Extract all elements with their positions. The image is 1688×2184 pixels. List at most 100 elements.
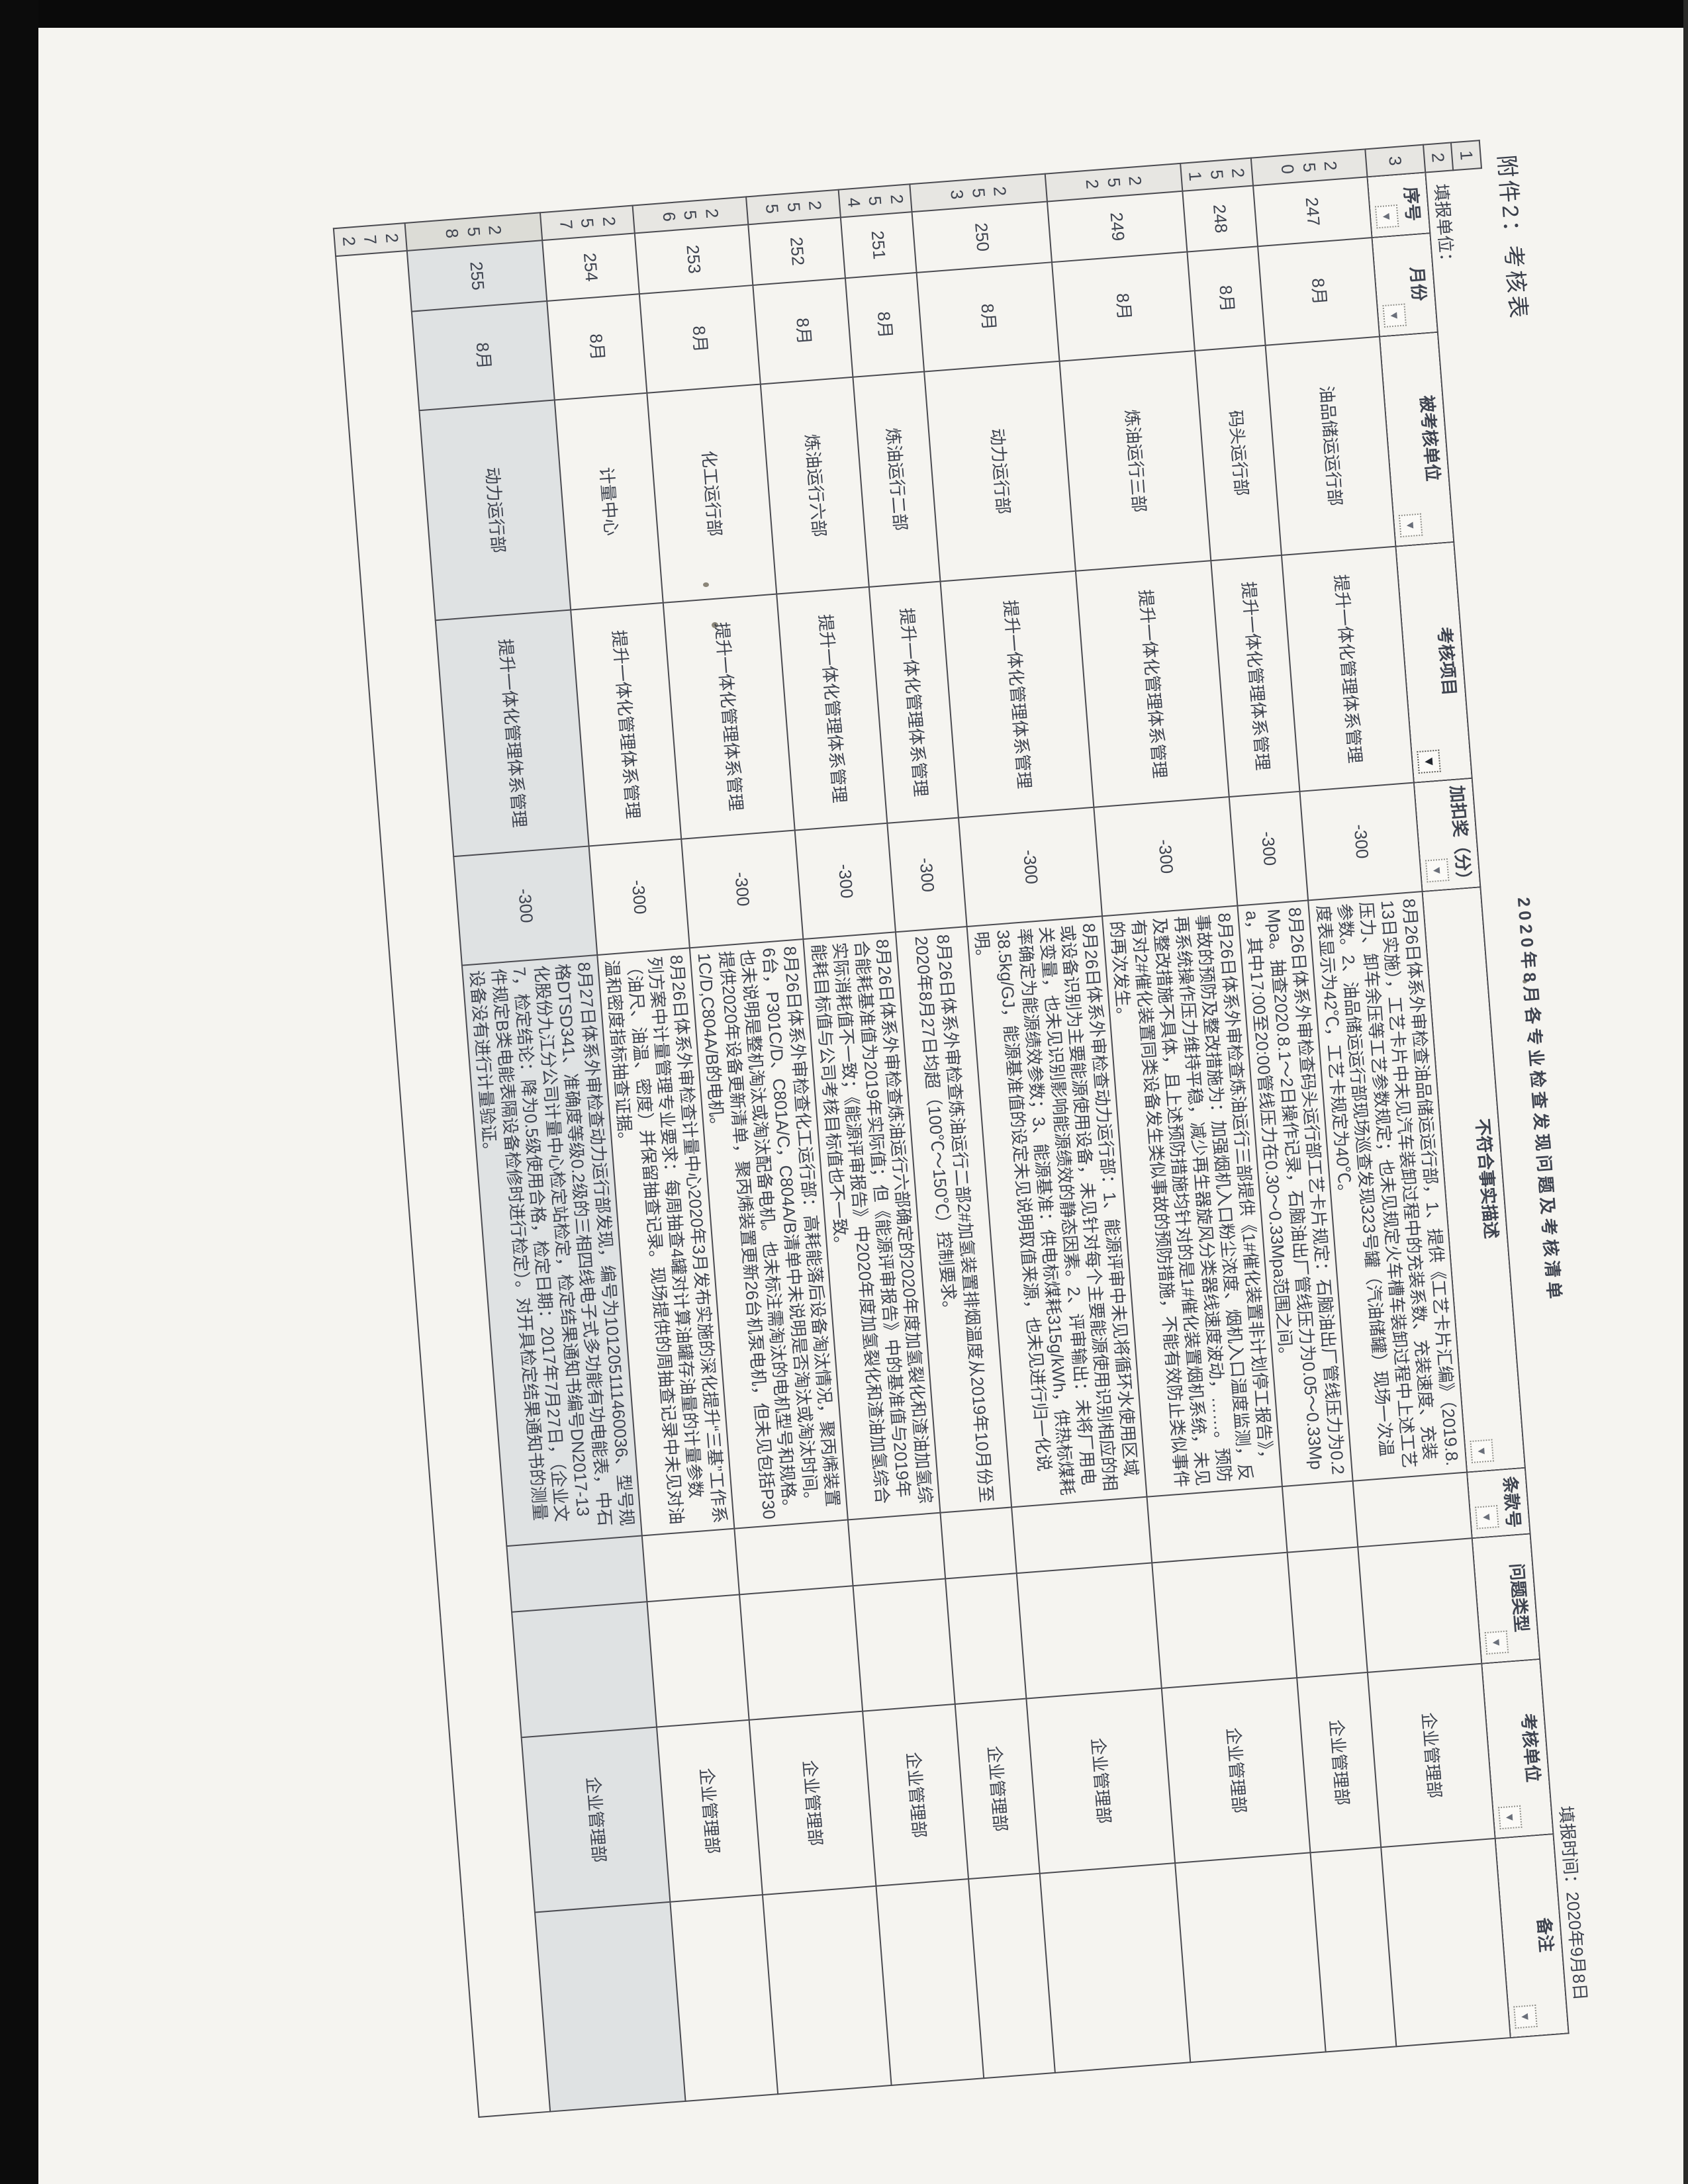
excel-row-number: 1 (1451, 140, 1481, 171)
excel-row-number: 2 (1423, 142, 1454, 173)
column-header-label: 备注 (1534, 1917, 1557, 1953)
cell-score-249: -300 (1094, 797, 1238, 917)
column-header-label: 问题类型 (1507, 1562, 1532, 1633)
cell-clause-251 (940, 1507, 1017, 1579)
column-header-score: 加扣奖（分） ▼ (1413, 778, 1481, 892)
cell-score-251: -300 (887, 817, 967, 933)
column-header-label: 序号 (1401, 186, 1424, 222)
cell-clause-252 (848, 1512, 946, 1586)
cell-month-248: 8月 (1187, 246, 1266, 351)
column-header-label: 月份 (1407, 265, 1430, 302)
cell-score-248: -300 (1229, 791, 1309, 906)
scanner-edge-top (0, 0, 1688, 28)
scan-speck (703, 582, 709, 587)
cell-assessor-254: 企业管理部 (657, 1719, 763, 1902)
column-header-label: 考核项目 (1434, 626, 1460, 697)
cell-unit-255: 动力运行部 (419, 400, 571, 621)
cell-remark-255 (534, 1901, 686, 2112)
cell-unit-254: 计量中心 (554, 392, 663, 610)
cell-problem_type-248 (1287, 1547, 1368, 1678)
column-header-problem_type: 问题类型 ▼ (1472, 1533, 1540, 1664)
column-header-serial: 序号 ▼ (1367, 172, 1430, 238)
cell-clause-248 (1282, 1480, 1358, 1553)
cell-serial-254: 254 (542, 233, 639, 301)
scanner-edge-left (0, 0, 38, 2184)
cell-remark-254 (670, 1895, 778, 2101)
cell-problem_type-252 (853, 1578, 956, 1711)
cell-assessor-250: 企业管理部 (1026, 1688, 1176, 1874)
cell-score-252: -300 (795, 823, 896, 940)
cell-clause-255 (506, 1535, 647, 1612)
filter-dropdown-icon: ▼ (1398, 513, 1423, 538)
column-header-month: 月份 ▼ (1372, 233, 1438, 337)
cell-serial-247: 247 (1253, 177, 1372, 247)
cell-problem_type-247 (1358, 1538, 1482, 1672)
column-header-label: 考核单位 (1518, 1712, 1544, 1783)
cell-assessor-247: 企业管理部 (1368, 1663, 1495, 1848)
cell-remark-253 (762, 1886, 892, 2095)
cell-assessor-248: 企业管理部 (1297, 1672, 1382, 1853)
cell-assessor-251: 企业管理部 (955, 1698, 1040, 1880)
filter-dropdown-icon: ▼ (1513, 2004, 1538, 2029)
column-header-label: 条款号 (1500, 1475, 1524, 1529)
cell-assessor-249: 企业管理部 (1161, 1678, 1311, 1864)
filter-dropdown-icon: ▼ (1417, 749, 1441, 774)
cell-clause-247 (1353, 1472, 1472, 1547)
cell-month-252: 8月 (753, 278, 853, 385)
cell-unit-250: 动力运行部 (924, 361, 1076, 582)
cell-project-250: 提升一体化管理体系管理 (940, 570, 1094, 818)
filing-unit-label: 填报单位： (1430, 183, 1458, 271)
cell-month-249: 8月 (1051, 251, 1195, 361)
cell-clause-254 (641, 1528, 740, 1602)
cell-score-250: -300 (958, 807, 1103, 927)
column-header-label: 不符合事实描述 (1472, 1117, 1502, 1240)
column-header-label: 被考核单位 (1417, 394, 1444, 482)
cell-unit-252: 炼油运行六部 (761, 377, 870, 594)
rotated-spreadsheet: 附件2：考核表 1 2020年8月各专业检查发现问题及考核清单 2 填报单位： (333, 136, 1668, 2122)
cell-unit-247: 油品储运运行部 (1266, 336, 1396, 555)
cell-project-253: 提升一体化管理体系管理 (663, 594, 796, 839)
cell-remark-247 (1381, 1838, 1511, 2047)
cell-serial-253: 253 (634, 224, 753, 295)
cell-month-253: 8月 (639, 285, 761, 393)
cell-unit-249: 炼油运行三部 (1059, 351, 1211, 571)
filter-dropdown-icon: ▼ (1382, 303, 1407, 328)
cell-month-251: 8月 (845, 272, 925, 377)
cell-problem_type-251 (945, 1573, 1027, 1704)
cell-assessor-253: 企业管理部 (749, 1711, 876, 1895)
cell-problem_type-253 (739, 1586, 863, 1720)
assessment-table: 1 2020年8月各专业检查发现问题及考核清单 2 填报单位： 填报时间：202… (333, 140, 1625, 2118)
filter-dropdown-icon: ▼ (1425, 858, 1450, 883)
column-header-clause: 条款号 ▼ (1467, 1467, 1530, 1539)
cell-score-247: -300 (1299, 782, 1423, 901)
cell-serial-250: 250 (912, 201, 1052, 273)
cell-score-254: -300 (588, 839, 690, 956)
cell-project-252: 提升一体化管理体系管理 (776, 586, 888, 831)
cell-remark-249 (1175, 1852, 1326, 2063)
cell-project-247: 提升一体化管理体系管理 (1282, 546, 1414, 792)
filter-dropdown-icon: ▼ (1474, 1505, 1499, 1529)
cell-serial-251: 251 (841, 212, 917, 279)
cell-serial-252: 252 (748, 217, 846, 285)
cell-clause-250 (1011, 1496, 1152, 1574)
cell-project-255: 提升一体化管理体系管理 (435, 610, 589, 857)
column-header-label: 加扣奖（分） (1446, 784, 1475, 889)
cell-month-255: 8月 (411, 300, 555, 411)
cell-assessor-252: 企业管理部 (863, 1704, 969, 1886)
cell-month-247: 8月 (1258, 238, 1380, 345)
filter-dropdown-icon: ▼ (1374, 204, 1399, 229)
excel-row-number: 3 (1365, 144, 1426, 177)
cell-clause-253 (734, 1520, 854, 1595)
cell-clause-249 (1147, 1486, 1288, 1563)
cell-serial-249: 249 (1047, 191, 1188, 263)
cell-unit-253: 化工运行部 (647, 384, 777, 603)
filter-dropdown-icon: ▼ (1470, 1439, 1494, 1463)
cell-month-250: 8月 (916, 262, 1060, 372)
cell-score-255: -300 (453, 846, 598, 966)
cell-serial-248: 248 (1182, 185, 1258, 252)
cell-problem_type-254 (647, 1594, 749, 1727)
scan-speck (1523, 979, 1527, 983)
cell-remark-250 (1039, 1863, 1191, 2073)
